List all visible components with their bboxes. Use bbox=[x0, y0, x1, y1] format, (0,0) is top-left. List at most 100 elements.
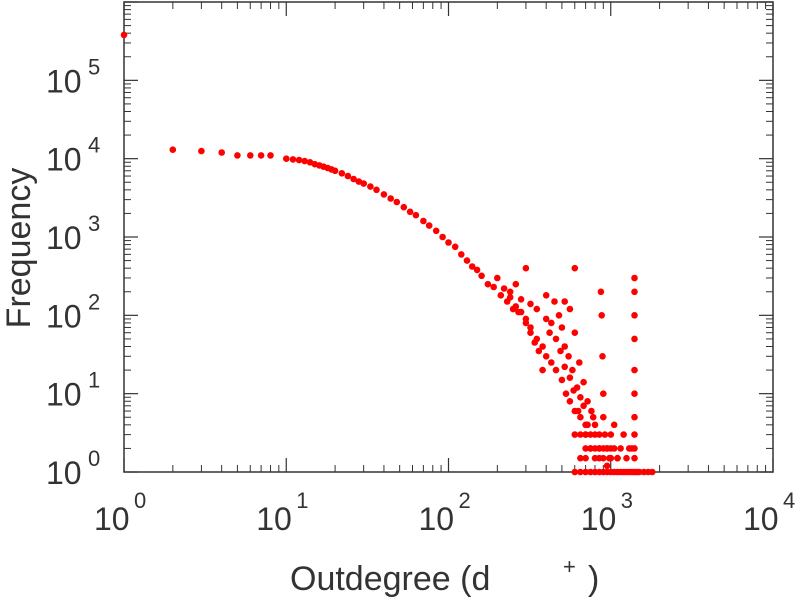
y-tick-base: 10 bbox=[46, 298, 82, 334]
data-point bbox=[589, 413, 597, 421]
data-point bbox=[596, 454, 603, 462]
x-tick-label: 101 bbox=[256, 488, 308, 537]
x-tick-base: 10 bbox=[743, 501, 779, 537]
data-point bbox=[506, 294, 514, 301]
data-point bbox=[558, 324, 566, 331]
y-tick-label: 10 3 bbox=[46, 211, 100, 256]
data-point bbox=[522, 315, 530, 323]
x-axis-label-superscript: + bbox=[563, 554, 576, 579]
data-point bbox=[587, 445, 594, 452]
data-point bbox=[393, 198, 401, 206]
plot-frame bbox=[123, 1, 774, 473]
data-point bbox=[506, 288, 514, 296]
data-points bbox=[120, 31, 656, 476]
data-point bbox=[601, 431, 609, 438]
data-point bbox=[577, 431, 584, 438]
data-point bbox=[617, 445, 624, 452]
x-tick-base: 10 bbox=[94, 501, 130, 537]
data-point bbox=[603, 462, 611, 470]
data-point bbox=[331, 167, 339, 175]
data-point bbox=[582, 445, 589, 452]
data-point bbox=[531, 339, 538, 346]
data-point bbox=[546, 329, 553, 337]
data-point bbox=[610, 445, 618, 452]
data-point bbox=[289, 156, 297, 163]
data-point bbox=[451, 243, 459, 251]
data-point bbox=[542, 315, 550, 323]
data-point bbox=[439, 233, 446, 241]
data-point bbox=[582, 468, 589, 476]
y-tick-exponent: 1 bbox=[88, 368, 100, 393]
data-point bbox=[599, 353, 606, 360]
y-tick-exponent: 4 bbox=[88, 133, 100, 158]
data-point bbox=[473, 266, 481, 274]
data-point bbox=[561, 343, 568, 350]
data-point bbox=[648, 468, 656, 476]
data-point bbox=[571, 264, 579, 272]
data-point bbox=[628, 468, 636, 476]
data-point bbox=[582, 431, 589, 438]
data-point bbox=[517, 308, 525, 316]
x-tick-exponent: 1 bbox=[296, 488, 308, 513]
data-point bbox=[584, 398, 591, 405]
data-point bbox=[338, 170, 346, 177]
data-point bbox=[574, 407, 582, 415]
data-point bbox=[497, 292, 505, 299]
data-point bbox=[571, 329, 579, 337]
data-point bbox=[566, 305, 574, 313]
data-point bbox=[367, 183, 374, 190]
data-point bbox=[283, 155, 290, 162]
x-tick-label: 100 bbox=[94, 488, 146, 537]
x-tick-exponent: 3 bbox=[621, 488, 633, 513]
data-point bbox=[588, 407, 595, 415]
data-point bbox=[566, 398, 574, 405]
data-point bbox=[607, 431, 615, 438]
data-point bbox=[512, 280, 520, 288]
data-point bbox=[577, 413, 584, 421]
data-point bbox=[301, 157, 309, 165]
x-tick-base: 10 bbox=[256, 501, 292, 537]
data-point bbox=[584, 421, 591, 429]
data-point bbox=[631, 288, 638, 296]
data-point bbox=[484, 280, 492, 288]
data-point bbox=[120, 31, 128, 39]
data-point bbox=[517, 296, 525, 303]
data-point bbox=[445, 239, 452, 246]
data-point bbox=[406, 208, 414, 216]
data-point bbox=[562, 390, 570, 398]
data-point bbox=[542, 292, 550, 299]
y-tick-exponent: 5 bbox=[88, 54, 100, 79]
x-tick-exponent: 0 bbox=[134, 488, 146, 513]
data-point bbox=[631, 413, 638, 421]
data-point bbox=[527, 300, 534, 308]
data-point bbox=[267, 152, 274, 159]
data-point bbox=[555, 312, 563, 319]
x-axis-label-close: ) bbox=[588, 560, 599, 598]
data-point bbox=[598, 312, 605, 319]
data-point bbox=[600, 390, 607, 398]
data-point bbox=[561, 298, 568, 305]
data-point bbox=[373, 186, 380, 194]
x-axis-label: Outdegree (d + ) bbox=[290, 554, 599, 598]
data-point bbox=[432, 227, 440, 235]
y-tick-base: 10 bbox=[46, 377, 82, 413]
y-tick-label: 10 4 bbox=[46, 133, 100, 178]
x-axis-label-main: Outdegree (d bbox=[290, 560, 490, 598]
data-point bbox=[569, 366, 576, 374]
data-point bbox=[631, 390, 638, 398]
x-tick-exponent: 4 bbox=[783, 488, 795, 513]
data-point bbox=[552, 335, 560, 343]
data-point bbox=[552, 366, 560, 374]
data-point bbox=[512, 303, 520, 310]
data-point bbox=[344, 172, 352, 180]
x-tick-label: 104 bbox=[743, 488, 795, 537]
y-tick-exponent: 2 bbox=[88, 289, 100, 314]
data-point bbox=[458, 251, 465, 258]
y-tick-label: 10 5 bbox=[46, 54, 100, 99]
data-point bbox=[631, 312, 638, 319]
data-point bbox=[558, 376, 566, 384]
minor-ticks bbox=[124, 2, 773, 472]
x-tick-label: 102 bbox=[419, 488, 471, 537]
